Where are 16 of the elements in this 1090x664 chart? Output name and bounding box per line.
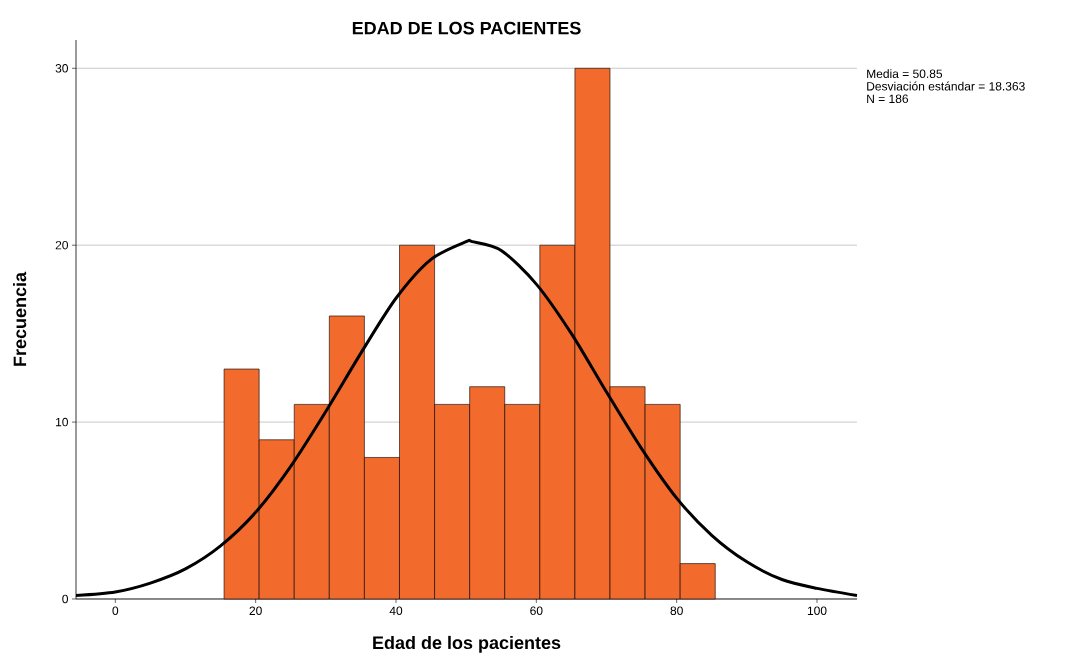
y-tick-label: 30: [55, 64, 69, 73]
y-tick-label: 0: [62, 594, 69, 604]
x-tick-label: 60: [530, 606, 543, 616]
y-tick-label: 10: [56, 417, 69, 427]
x-tick-label: 0: [112, 606, 119, 616]
x-tick-label: 20: [249, 606, 262, 616]
x-tick-label: 40: [389, 606, 403, 616]
x-tick-label: 80: [670, 606, 683, 616]
text: N = 186: [867, 94, 909, 103]
text: Desviación estándar = 18.363: [867, 81, 1025, 91]
text: Media = 50.85: [867, 69, 943, 78]
chart-title: EDAD DE LOS PACIENTES: [352, 21, 581, 35]
y-tick-label: 20: [55, 240, 69, 250]
x-tick-label: 100: [807, 606, 827, 616]
x-axis-title: Edad de los pacientes: [373, 635, 561, 653]
y-axis-title: Frecuencia: [13, 271, 27, 366]
